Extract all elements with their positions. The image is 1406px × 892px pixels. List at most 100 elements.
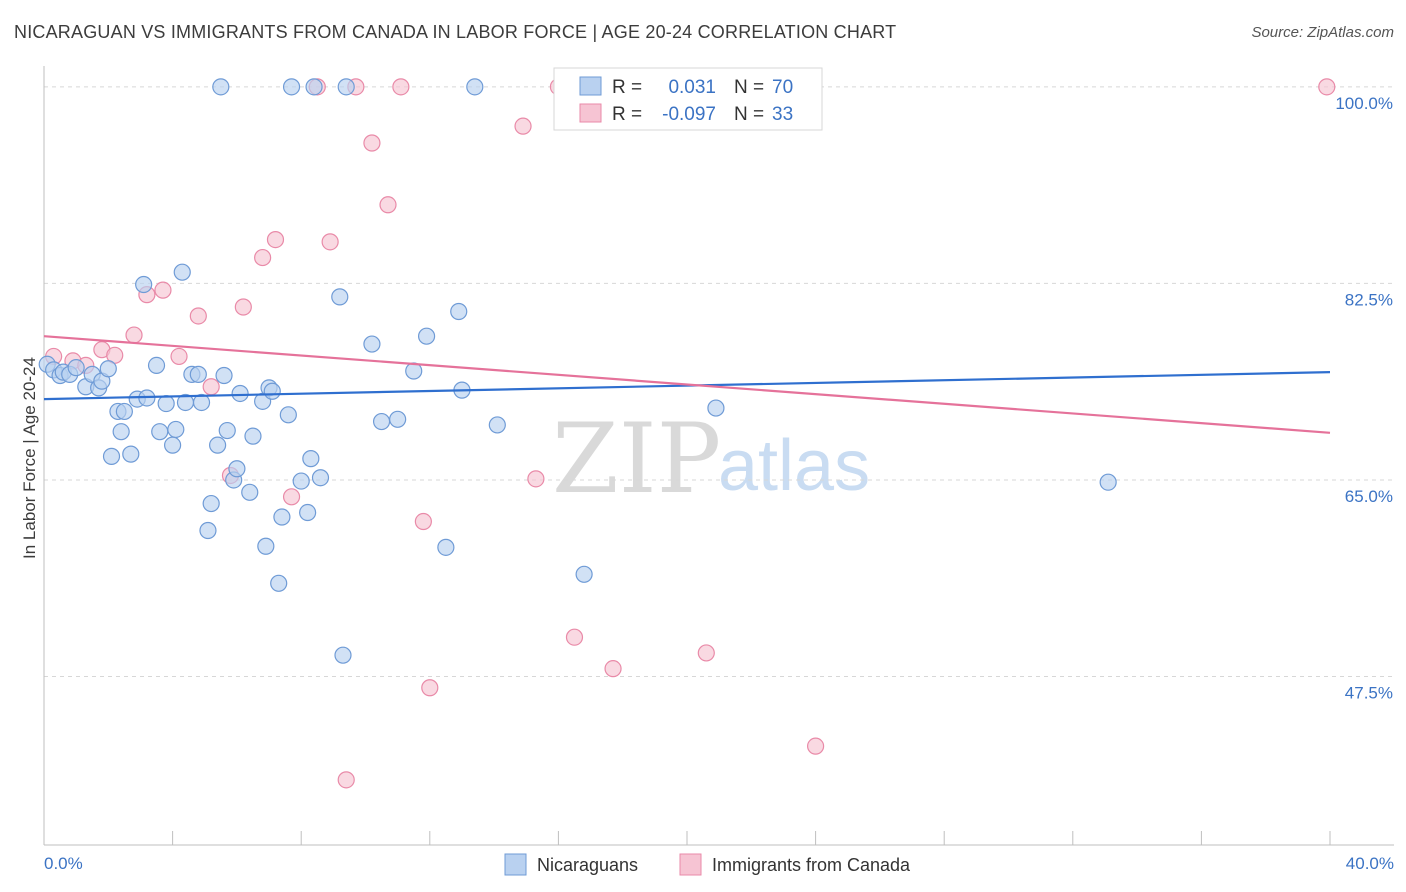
point-nicaraguans: [305, 78, 323, 96]
legend-r-value-blue: 0.031: [668, 77, 716, 98]
point-immigrants-from-canada: [154, 281, 172, 299]
watermark: ZIP atlas: [552, 403, 870, 515]
y-tick-labels: 100.0% 82.5% 65.0% 47.5%: [1335, 94, 1393, 703]
series-legend: Nicaraguans Immigrants from Canada: [504, 853, 911, 876]
point-immigrants-from-canada: [337, 771, 355, 789]
point-immigrants-from-canada: [254, 248, 272, 267]
point-immigrants-from-canada: [125, 326, 143, 344]
point-immigrants-from-canada: [514, 117, 532, 135]
point-nicaraguans: [102, 447, 121, 465]
y-tick-label: 100.0%: [1335, 94, 1393, 113]
bottom-legend-swatch-nicaraguans: [504, 853, 527, 876]
point-nicaraguans: [282, 78, 301, 96]
trend-line-immigrants-from-canada: [43, 335, 1331, 434]
y-axis-label: In Labor Force | Age 20-24: [20, 357, 39, 559]
point-nicaraguans: [241, 483, 259, 501]
legend-r-value-pink: -0.097: [662, 104, 716, 125]
x-tick-max: 40.0%: [1346, 854, 1394, 873]
point-immigrants-from-canada: [421, 679, 439, 697]
point-nicaraguans: [417, 327, 436, 345]
point-immigrants-from-canada: [170, 347, 188, 366]
trend-line-nicaraguans: [43, 371, 1331, 401]
axes: [43, 66, 1394, 846]
point-nicaraguans: [244, 427, 262, 445]
bottom-legend-label-canada: Immigrants from Canada: [712, 855, 911, 875]
watermark-zip: ZIP: [552, 403, 721, 515]
point-nicaraguans: [372, 412, 391, 431]
point-nicaraguans: [466, 78, 484, 96]
chart-title: NICARAGUAN VS IMMIGRANTS FROM CANADA IN …: [14, 22, 897, 42]
point-nicaraguans: [389, 410, 407, 428]
x-tick-min: 0.0%: [44, 854, 83, 873]
legend-r-label-blue: R =: [612, 77, 642, 98]
point-nicaraguans: [189, 365, 207, 383]
point-immigrants-from-canada: [363, 134, 381, 152]
legend-n-label-blue: N =: [734, 77, 764, 98]
point-nicaraguans: [173, 263, 191, 281]
point-immigrants-from-canada: [414, 512, 432, 531]
point-nicaraguans: [331, 288, 349, 306]
point-nicaraguans: [202, 494, 220, 513]
point-immigrants-from-canada: [189, 307, 207, 325]
point-immigrants-from-canada: [604, 660, 622, 678]
point-immigrants-from-canada: [321, 233, 339, 251]
point-nicaraguans: [450, 302, 468, 321]
legend-swatch-blue: [579, 76, 602, 96]
point-nicaraguans: [575, 565, 593, 583]
point-immigrants-from-canada: [282, 488, 301, 506]
series-immigrants-from-canada: [45, 78, 1336, 789]
point-immigrants-from-canada: [527, 470, 545, 488]
point-nicaraguans: [147, 356, 166, 374]
legend-n-label-pink: N =: [734, 104, 764, 125]
point-nicaraguans: [270, 574, 288, 592]
stats-legend: R = 0.031 N = 70 R = -0.097 N = 33: [553, 67, 823, 131]
point-nicaraguans: [279, 406, 297, 424]
legend-swatch-pink: [579, 103, 602, 123]
point-nicaraguans: [135, 275, 153, 294]
point-nicaraguans: [707, 399, 725, 417]
point-nicaraguans: [273, 508, 291, 526]
bottom-legend-swatch-canada: [679, 853, 702, 876]
point-nicaraguans: [192, 393, 211, 412]
point-nicaraguans: [99, 360, 117, 378]
point-immigrants-from-canada: [1318, 78, 1336, 96]
point-nicaraguans: [299, 503, 317, 522]
point-nicaraguans: [209, 436, 227, 454]
point-nicaraguans: [302, 450, 320, 468]
point-immigrants-from-canada: [565, 628, 584, 646]
point-nicaraguans: [167, 420, 185, 439]
point-nicaraguans: [1099, 473, 1117, 491]
point-immigrants-from-canada: [379, 196, 397, 214]
chart-source: Source: ZipAtlas.com: [1251, 24, 1394, 41]
point-nicaraguans: [215, 366, 233, 385]
bottom-legend-label-nicaraguans: Nicaraguans: [537, 855, 638, 875]
point-immigrants-from-canada: [234, 298, 252, 316]
point-nicaraguans: [122, 445, 140, 463]
point-immigrants-from-canada: [202, 378, 220, 396]
point-nicaraguans: [257, 537, 275, 555]
point-nicaraguans: [231, 384, 249, 403]
y-tick-label: 82.5%: [1345, 290, 1393, 309]
point-nicaraguans: [334, 646, 352, 664]
trend-lines: [43, 335, 1331, 434]
point-nicaraguans: [337, 78, 355, 96]
point-immigrants-from-canada: [697, 644, 715, 662]
point-immigrants-from-canada: [806, 737, 825, 755]
point-nicaraguans: [151, 423, 169, 441]
legend-r-label-pink: R =: [612, 104, 642, 125]
y-tick-label: 65.0%: [1345, 487, 1393, 506]
point-nicaraguans: [437, 538, 455, 556]
point-nicaraguans: [157, 394, 175, 413]
point-nicaraguans: [112, 423, 130, 441]
point-nicaraguans: [263, 382, 281, 400]
point-nicaraguans: [212, 78, 230, 96]
legend-n-value-pink: 33: [772, 104, 793, 125]
point-nicaraguans: [115, 402, 133, 421]
point-nicaraguans: [164, 436, 182, 454]
point-nicaraguans: [218, 421, 236, 440]
point-nicaraguans: [292, 472, 310, 490]
point-nicaraguans: [67, 359, 85, 377]
point-immigrants-from-canada: [266, 231, 285, 249]
y-tick-label: 47.5%: [1345, 684, 1393, 703]
point-nicaraguans: [199, 521, 217, 540]
